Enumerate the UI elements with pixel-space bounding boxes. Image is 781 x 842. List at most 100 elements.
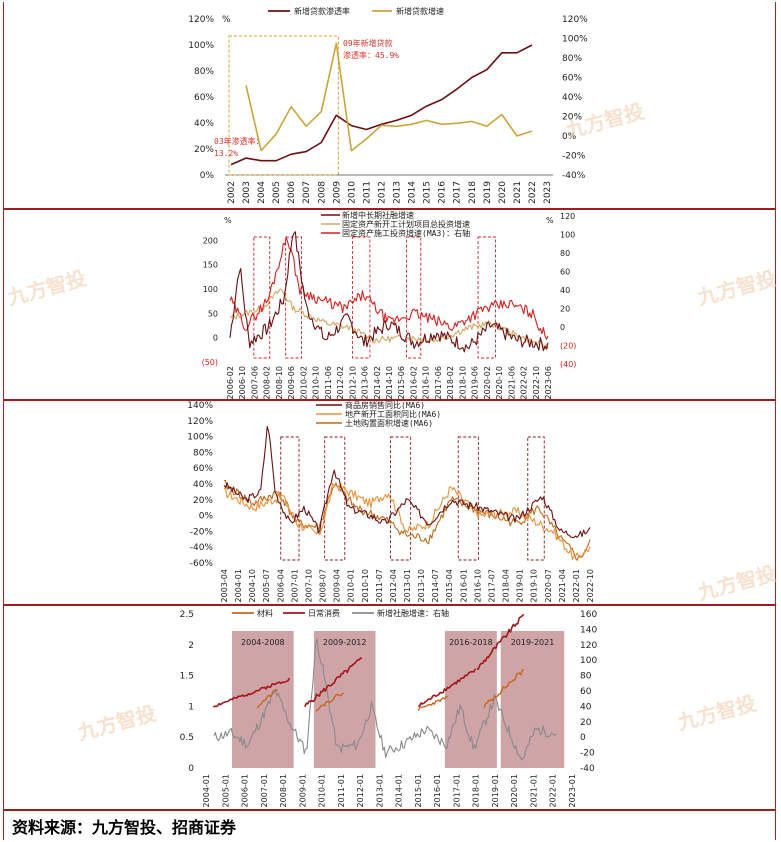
- watermark-text: 九方智投: [74, 701, 158, 745]
- x-tick: 2015-04: [445, 569, 454, 602]
- x-tick: 2023: [543, 181, 553, 204]
- x-tick: 2022-02: [520, 366, 529, 399]
- x-tick: 2014-10: [385, 366, 394, 399]
- x-tick: 2016-01: [459, 569, 468, 602]
- y-tick-left: (50): [202, 358, 218, 367]
- y-tick-left: 60%: [194, 93, 214, 103]
- y-tick-left: 50: [208, 309, 218, 318]
- series-line-social-financing: [213, 637, 557, 761]
- y-tick-left: 1.5: [180, 672, 194, 682]
- x-tick: 2007-01: [290, 569, 299, 602]
- y-tick-right: 20: [560, 305, 570, 314]
- x-tick: 2015: [423, 181, 433, 204]
- legend-label: 固定资产施工投资增速(MA3)：右轴: [342, 228, 470, 238]
- x-tick: 2011: [362, 181, 372, 204]
- highlight-box: [390, 436, 412, 561]
- x-tick: 2016-10: [422, 366, 431, 399]
- y-tick: 40%: [193, 480, 213, 490]
- series-line-loan-penetration: [230, 44, 533, 166]
- x-tick: 2004: [257, 181, 267, 204]
- series-line-new-construction: [223, 482, 591, 560]
- x-tick: 2021-06: [507, 366, 516, 399]
- legend-label: 新增社融增速：右轴: [377, 608, 449, 618]
- x-tick: 2020-07: [544, 569, 553, 602]
- y-tick: -60%: [190, 559, 214, 569]
- x-tick: 2019-01: [516, 569, 525, 602]
- y-tick: 0%: [199, 512, 214, 522]
- y-tick-right: -40%: [562, 171, 586, 181]
- x-tick: 2016: [438, 181, 448, 204]
- y-tick-right: 60: [560, 268, 570, 277]
- y-tick-right: -20%: [562, 152, 586, 162]
- x-tick: 2010-02: [299, 366, 308, 399]
- watermark-text: 九方智投: [674, 691, 758, 735]
- x-tick: 2021: [513, 181, 523, 204]
- x-tick: 2017: [453, 181, 463, 204]
- x-tick: 2013-01: [375, 774, 384, 807]
- x-tick: 2012-02: [336, 366, 345, 399]
- x-tick: 2005: [272, 181, 282, 204]
- y-tick-right: (20): [560, 342, 576, 351]
- legend-label: 商品房销售同比(MA6): [345, 400, 425, 410]
- y-tick-right: 100: [580, 656, 597, 666]
- x-tick: 2008-01: [279, 774, 288, 807]
- x-tick: 2004-10: [248, 569, 257, 602]
- x-tick: 2013-10: [417, 569, 426, 602]
- x-tick: 2012-10: [348, 366, 357, 399]
- y-tick-left: 120%: [188, 15, 214, 25]
- x-tick: 2011-06: [324, 366, 333, 399]
- y-tick: -40%: [190, 543, 214, 553]
- x-tick: 2010: [347, 181, 357, 204]
- y-tick: 140%: [187, 401, 213, 411]
- y-tick-right: 160: [580, 610, 597, 620]
- series-line-housing-sales: [223, 425, 591, 539]
- annotation: 03年渗透率：: [214, 136, 264, 146]
- x-tick: 2022-01: [549, 774, 558, 807]
- y-unit-left: %: [224, 216, 232, 225]
- y-tick-left: 20%: [194, 145, 214, 155]
- panel-divider: [3, 208, 776, 210]
- x-tick: 2010-01: [347, 569, 356, 602]
- y-tick: 120%: [187, 417, 213, 427]
- watermark-text: 九方智投: [562, 99, 646, 143]
- x-tick: 2005-01: [221, 774, 230, 807]
- x-tick: 2014-02: [373, 366, 382, 399]
- x-tick: 2004-01: [234, 569, 243, 602]
- x-tick: 2008: [317, 181, 327, 204]
- x-tick: 2012: [377, 181, 387, 204]
- x-tick: 2007-06: [250, 366, 259, 399]
- y-tick-left: 0%: [200, 171, 215, 181]
- x-tick: 2003: [242, 181, 252, 204]
- y-tick-right: 40: [580, 702, 592, 712]
- x-tick: 2020-01: [510, 774, 519, 807]
- x-tick: 2011-07: [375, 569, 384, 602]
- x-tick: 2007-01: [260, 774, 269, 807]
- series-line-materials: [256, 689, 278, 709]
- period-label: 2009-2012: [323, 638, 367, 647]
- legend-label: 地产新开工面积同比(MA6): [345, 409, 441, 419]
- x-tick: 2016-10: [473, 569, 482, 602]
- series-line-longterm-financing: [229, 231, 549, 353]
- x-tick: 2009-04: [333, 569, 342, 602]
- highlight-box: [285, 236, 302, 359]
- x-tick: 2019: [483, 181, 493, 204]
- y-tick-right: 0: [580, 733, 586, 743]
- annotation: 09年新增贷款: [343, 38, 393, 48]
- x-tick: 2019-10: [530, 569, 539, 602]
- y-tick-left: 100%: [188, 41, 214, 51]
- x-tick: 2018: [468, 181, 478, 204]
- x-tick: 2009-06: [287, 366, 296, 399]
- x-tick: 2014-01: [395, 774, 404, 807]
- y-tick-right: 80: [580, 672, 592, 682]
- x-tick: 2018-04: [502, 569, 511, 602]
- x-tick: 2013: [393, 181, 403, 204]
- x-tick: 2023-01: [568, 774, 577, 807]
- watermark-text: 九方智投: [4, 266, 88, 310]
- y-unit-label: %: [222, 15, 231, 25]
- x-tick: 2009-01: [298, 774, 307, 807]
- source-note: 资料来源：九方智投、招商证券: [12, 818, 237, 837]
- series-line-land-purchase: [223, 479, 591, 561]
- series-line-materials: [315, 692, 345, 712]
- watermark-text: 九方智投: [694, 561, 778, 605]
